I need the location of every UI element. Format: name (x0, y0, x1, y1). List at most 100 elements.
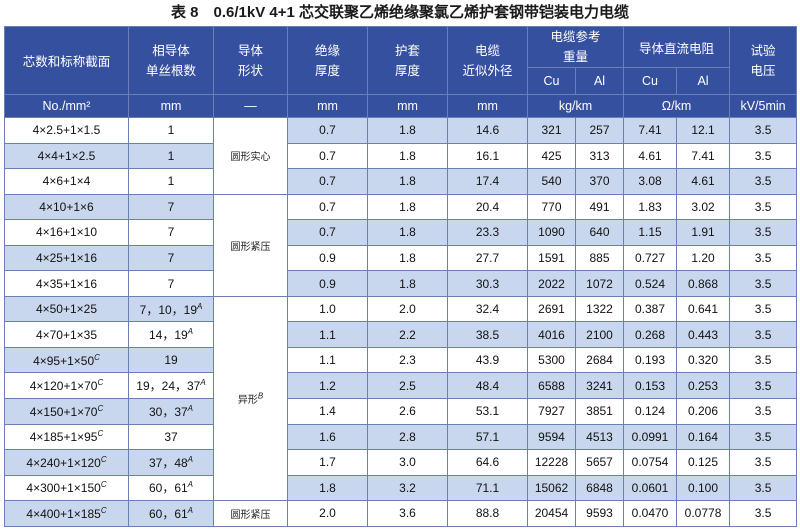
insulation-cell: 0.7 (287, 142, 368, 170)
weight-cu-cell: 321 (527, 117, 576, 144)
table-row: 4×150+1×70C 30，37A 1.4 2.6 53.1 7927 3851 0.124… (4, 398, 798, 425)
unit-shape: — (213, 94, 288, 118)
table-row: 4×50+1×25 7，10，19A 异形B 1.0 2.0 32.4 2691 1322 0.… (4, 295, 798, 502)
resistance-cu-cell: 0.0601 (623, 474, 678, 502)
header-resistance-cu: Cu (623, 67, 678, 95)
strands-cell: 37，48A (128, 449, 214, 476)
strands-cell: 1 (128, 142, 214, 170)
sheath-cell: 3.2 (367, 474, 448, 502)
diameter-cell: 27.7 (447, 244, 528, 272)
core-cell: 4×70+1×35 (4, 321, 129, 348)
resistance-cu-cell: 1.83 (623, 193, 678, 221)
strands-cell: 7，10，19A (128, 295, 214, 323)
resistance-cu-cell: 0.0470 (623, 500, 678, 527)
resistance-al-cell: 0.0778 (676, 500, 731, 527)
resistance-cu-cell: 0.268 (623, 321, 678, 348)
insulation-cell: 1.8 (287, 474, 368, 502)
strands-cell: 1 (128, 168, 214, 195)
weight-cu-cell: 1090 (527, 219, 576, 246)
insulation-cell: 2.0 (287, 500, 368, 527)
insulation-cell: 1.1 (287, 346, 368, 374)
resistance-cu-cell: 1.15 (623, 219, 678, 246)
voltage-cell: 3.5 (729, 168, 798, 195)
resistance-al-cell: 12.1 (676, 117, 731, 144)
resistance-cu-cell: 0.524 (623, 270, 678, 297)
resistance-al-cell: 1.20 (676, 244, 731, 272)
core-cell: 4×25+1×16 (4, 244, 129, 272)
resistance-cu-cell: 0.0991 (623, 423, 678, 451)
shape-cell: 圆形紧压 (213, 500, 288, 527)
diameter-cell: 17.4 (447, 168, 528, 195)
unit-weight: kg/km (526, 94, 625, 118)
table-row: 4×95+1×50C 19 1.1 2.3 43.9 5300 2684 0.193 0.320… (4, 346, 798, 374)
diameter-cell: 71.1 (447, 474, 528, 502)
header-shape: 导体 形状 (213, 26, 288, 95)
resistance-al-cell: 0.125 (676, 449, 731, 476)
voltage-cell: 3.5 (729, 117, 798, 144)
strands-cell: 7 (128, 219, 214, 246)
insulation-cell: 0.9 (287, 244, 368, 272)
insulation-cell: 1.4 (287, 398, 368, 425)
strands-cell: 7 (128, 193, 214, 221)
table-row: 4×6+1×4 1 0.7 1.8 17.4 540 370 3.08 4.61 3.5 (4, 168, 798, 195)
weight-cu-cell: 2022 (527, 270, 576, 297)
table-row: 4×16+1×10 7 0.7 1.8 23.3 1090 640 1.15 1.91 3.5 (4, 219, 798, 246)
resistance-cu-cell: 0.124 (623, 398, 678, 425)
core-cell: 4×16+1×10 (4, 219, 129, 246)
shape-cell: 异形B (213, 295, 288, 502)
header-strands: 相导体 单丝根数 (128, 26, 214, 95)
sheath-cell: 3.6 (367, 500, 448, 527)
unit-insulation: mm (287, 94, 368, 118)
weight-cu-cell: 15062 (527, 474, 576, 502)
shape-cell: 圆形实心 (213, 117, 288, 195)
diameter-cell: 23.3 (447, 219, 528, 246)
core-cell: 4×6+1×4 (4, 168, 129, 195)
resistance-al-cell: 0.100 (676, 474, 731, 502)
weight-al-cell: 3241 (574, 372, 625, 400)
weight-cu-cell: 12228 (527, 449, 576, 476)
weight-al-cell: 1322 (574, 295, 625, 323)
voltage-cell: 3.5 (729, 321, 798, 348)
strands-cell: 60，61A (128, 474, 214, 502)
sheath-cell: 1.8 (367, 193, 448, 221)
weight-al-cell: 9593 (574, 500, 625, 527)
voltage-cell: 3.5 (729, 474, 798, 502)
header-voltage: 试验 电压 (729, 26, 798, 95)
diameter-cell: 38.5 (447, 321, 528, 348)
weight-al-cell: 640 (574, 219, 625, 246)
insulation-cell: 0.7 (287, 219, 368, 246)
resistance-al-cell: 0.443 (676, 321, 731, 348)
strands-cell: 7 (128, 244, 214, 272)
weight-al-cell: 257 (574, 117, 625, 144)
table-row: 4×4+1×2.5 1 0.7 1.8 16.1 425 313 4.61 7.41 3.5 (4, 142, 798, 170)
weight-cu-cell: 1591 (527, 244, 576, 272)
core-cell: 4×150+1×70C (4, 398, 129, 425)
resistance-al-cell: 3.02 (676, 193, 731, 221)
resistance-cu-cell: 3.08 (623, 168, 678, 195)
weight-al-cell: 2684 (574, 346, 625, 374)
unit-strands: mm (128, 94, 214, 118)
insulation-cell: 1.7 (287, 449, 368, 476)
diameter-cell: 20.4 (447, 193, 528, 221)
sheath-cell: 2.2 (367, 321, 448, 348)
sheath-cell: 1.8 (367, 244, 448, 272)
header-sheath: 护套 厚度 (367, 26, 448, 95)
resistance-al-cell: 0.253 (676, 372, 731, 400)
shape-cell: 圆形紧压 (213, 193, 288, 297)
voltage-cell: 3.5 (729, 449, 798, 476)
unit-diameter: mm (447, 94, 528, 118)
diameter-cell: 16.1 (447, 142, 528, 170)
core-cell: 4×4+1×2.5 (4, 142, 129, 170)
table-title: 表 8 0.6/1kV 4+1 芯交联聚乙烯绝缘聚氯乙烯护套钢带铠装电力电缆 (170, 4, 629, 21)
weight-al-cell: 2100 (574, 321, 625, 348)
weight-cu-cell: 6588 (527, 372, 576, 400)
table-row: 4×120+1×70C 19，24，37A 1.2 2.5 48.4 6588 3241 0.… (4, 372, 798, 400)
sheath-cell: 2.3 (367, 346, 448, 374)
sheath-cell: 2.0 (367, 295, 448, 323)
unit-voltage: kV/5min (729, 94, 798, 118)
header-weight: 电缆参考 重量 (526, 26, 625, 68)
sheath-cell: 3.0 (367, 449, 448, 476)
resistance-cu-cell: 0.387 (623, 295, 678, 323)
table-row: 4×70+1×35 14，19A 1.1 2.2 38.5 4016 2100 0.268 0.… (4, 321, 798, 348)
core-cell: 4×120+1×70C (4, 372, 129, 400)
